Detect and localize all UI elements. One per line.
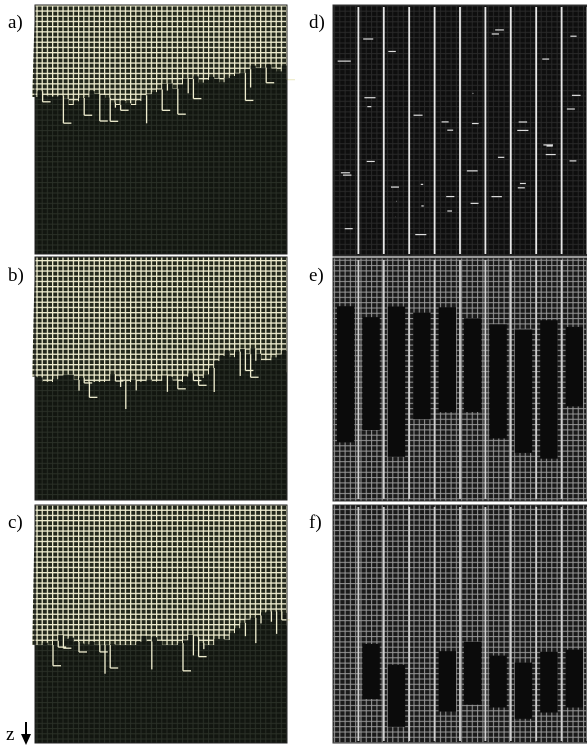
dark-region <box>362 317 379 430</box>
dark-region <box>515 329 532 453</box>
panel-label: d) <box>309 12 325 33</box>
dark-region <box>439 307 456 412</box>
dark-region <box>566 327 583 406</box>
panel-label: c) <box>8 512 23 533</box>
panel-label: a) <box>8 12 23 33</box>
page: a) b) c) d) e) f) z (() => { const data … <box>0 0 587 747</box>
panel-label: b) <box>8 265 24 286</box>
dark-region <box>362 644 379 699</box>
panel-label: e) <box>309 265 324 286</box>
axis-label: z <box>6 724 14 745</box>
dark-region <box>464 642 481 705</box>
dark-region <box>566 650 583 708</box>
dark-region <box>489 324 506 438</box>
dark-region <box>464 318 481 412</box>
axis-arrowhead <box>21 734 31 745</box>
dark-region <box>540 652 557 713</box>
dark-region <box>337 306 354 442</box>
dark-region <box>489 656 506 708</box>
dark-region <box>515 663 532 719</box>
dark-region <box>413 313 430 420</box>
dark-region <box>388 665 405 727</box>
dark-region <box>540 320 557 458</box>
panel-label: f) <box>309 512 322 533</box>
dark-region <box>388 306 405 456</box>
figure: a) b) c) d) e) f) z <box>0 0 587 747</box>
dark-region <box>439 651 456 711</box>
